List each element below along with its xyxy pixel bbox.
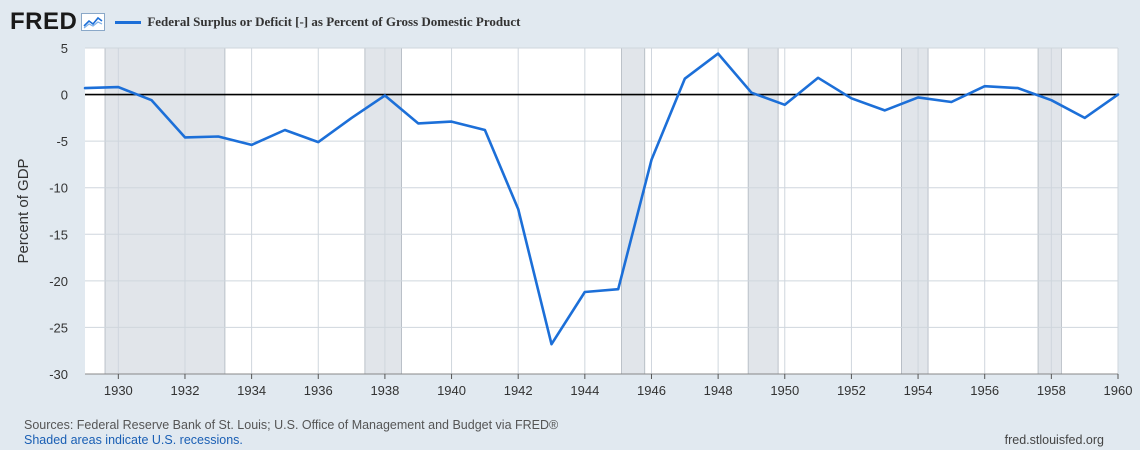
gridlines (85, 47, 1119, 375)
x-tick-label: 1960 (1104, 383, 1133, 398)
recession-bands (104, 47, 1062, 375)
recession-band (901, 47, 929, 375)
x-tick-label: 1952 (837, 383, 866, 398)
recession-band (621, 47, 646, 375)
y-tick-label: 5 (61, 41, 68, 56)
recession-band (104, 47, 226, 375)
x-tick-label: 1944 (570, 383, 599, 398)
chart-legend: Federal Surplus or Deficit [-] as Percen… (115, 14, 520, 30)
series-layer (83, 52, 1120, 346)
fred-graph-icon (81, 13, 106, 31)
x-tick-label: 1930 (104, 383, 133, 398)
x-tick-label: 1942 (504, 383, 533, 398)
legend-swatch (115, 20, 142, 24)
x-tick-label: 1958 (1037, 383, 1066, 398)
y-tick-label: -20 (49, 274, 68, 289)
footer-url[interactable]: fred.stlouisfed.org (1004, 433, 1104, 447)
recession-band (364, 47, 402, 375)
y-tick-label: 0 (61, 88, 68, 103)
fred-logo[interactable]: FRED (10, 8, 78, 35)
x-tick-label: 1956 (970, 383, 999, 398)
y-tick-label: -30 (49, 367, 68, 382)
legend-label: Federal Surplus or Deficit [-] as Percen… (147, 14, 521, 29)
x-tick-label: 1934 (237, 383, 266, 398)
y-axis-label: Percent of GDP (15, 158, 32, 263)
series-line[interactable] (83, 52, 1120, 346)
x-tick-label: 1950 (770, 383, 799, 398)
y-tick-label: -5 (56, 134, 68, 149)
x-tick-label: 1936 (304, 383, 333, 398)
footer-sources: Sources: Federal Reserve Bank of St. Lou… (24, 418, 559, 432)
x-tick-label: 1932 (171, 383, 200, 398)
y-tick-label: -10 (49, 181, 68, 196)
y-axis-ticks: 5 0 -5 -10 -15 -20 -25 -30 (49, 41, 68, 382)
x-tick-label: 1940 (437, 383, 466, 398)
x-tick-label: 1954 (904, 383, 933, 398)
x-axis-ticks: 1930 1932 1934 1936 1938 1940 1942 1944 1946 1948… (104, 374, 1133, 398)
x-tick-label: 1948 (704, 383, 733, 398)
y-tick-label: -15 (49, 227, 68, 242)
x-tick-label: 1946 (637, 383, 666, 398)
y-tick-label: -25 (49, 320, 68, 335)
chart-header: FRED Federal Surplus or Deficit [-] as P… (10, 8, 520, 36)
x-tick-label: 1938 (370, 383, 399, 398)
footer-recessions-note: Shaded areas indicate U.S. recessions. (24, 433, 243, 447)
